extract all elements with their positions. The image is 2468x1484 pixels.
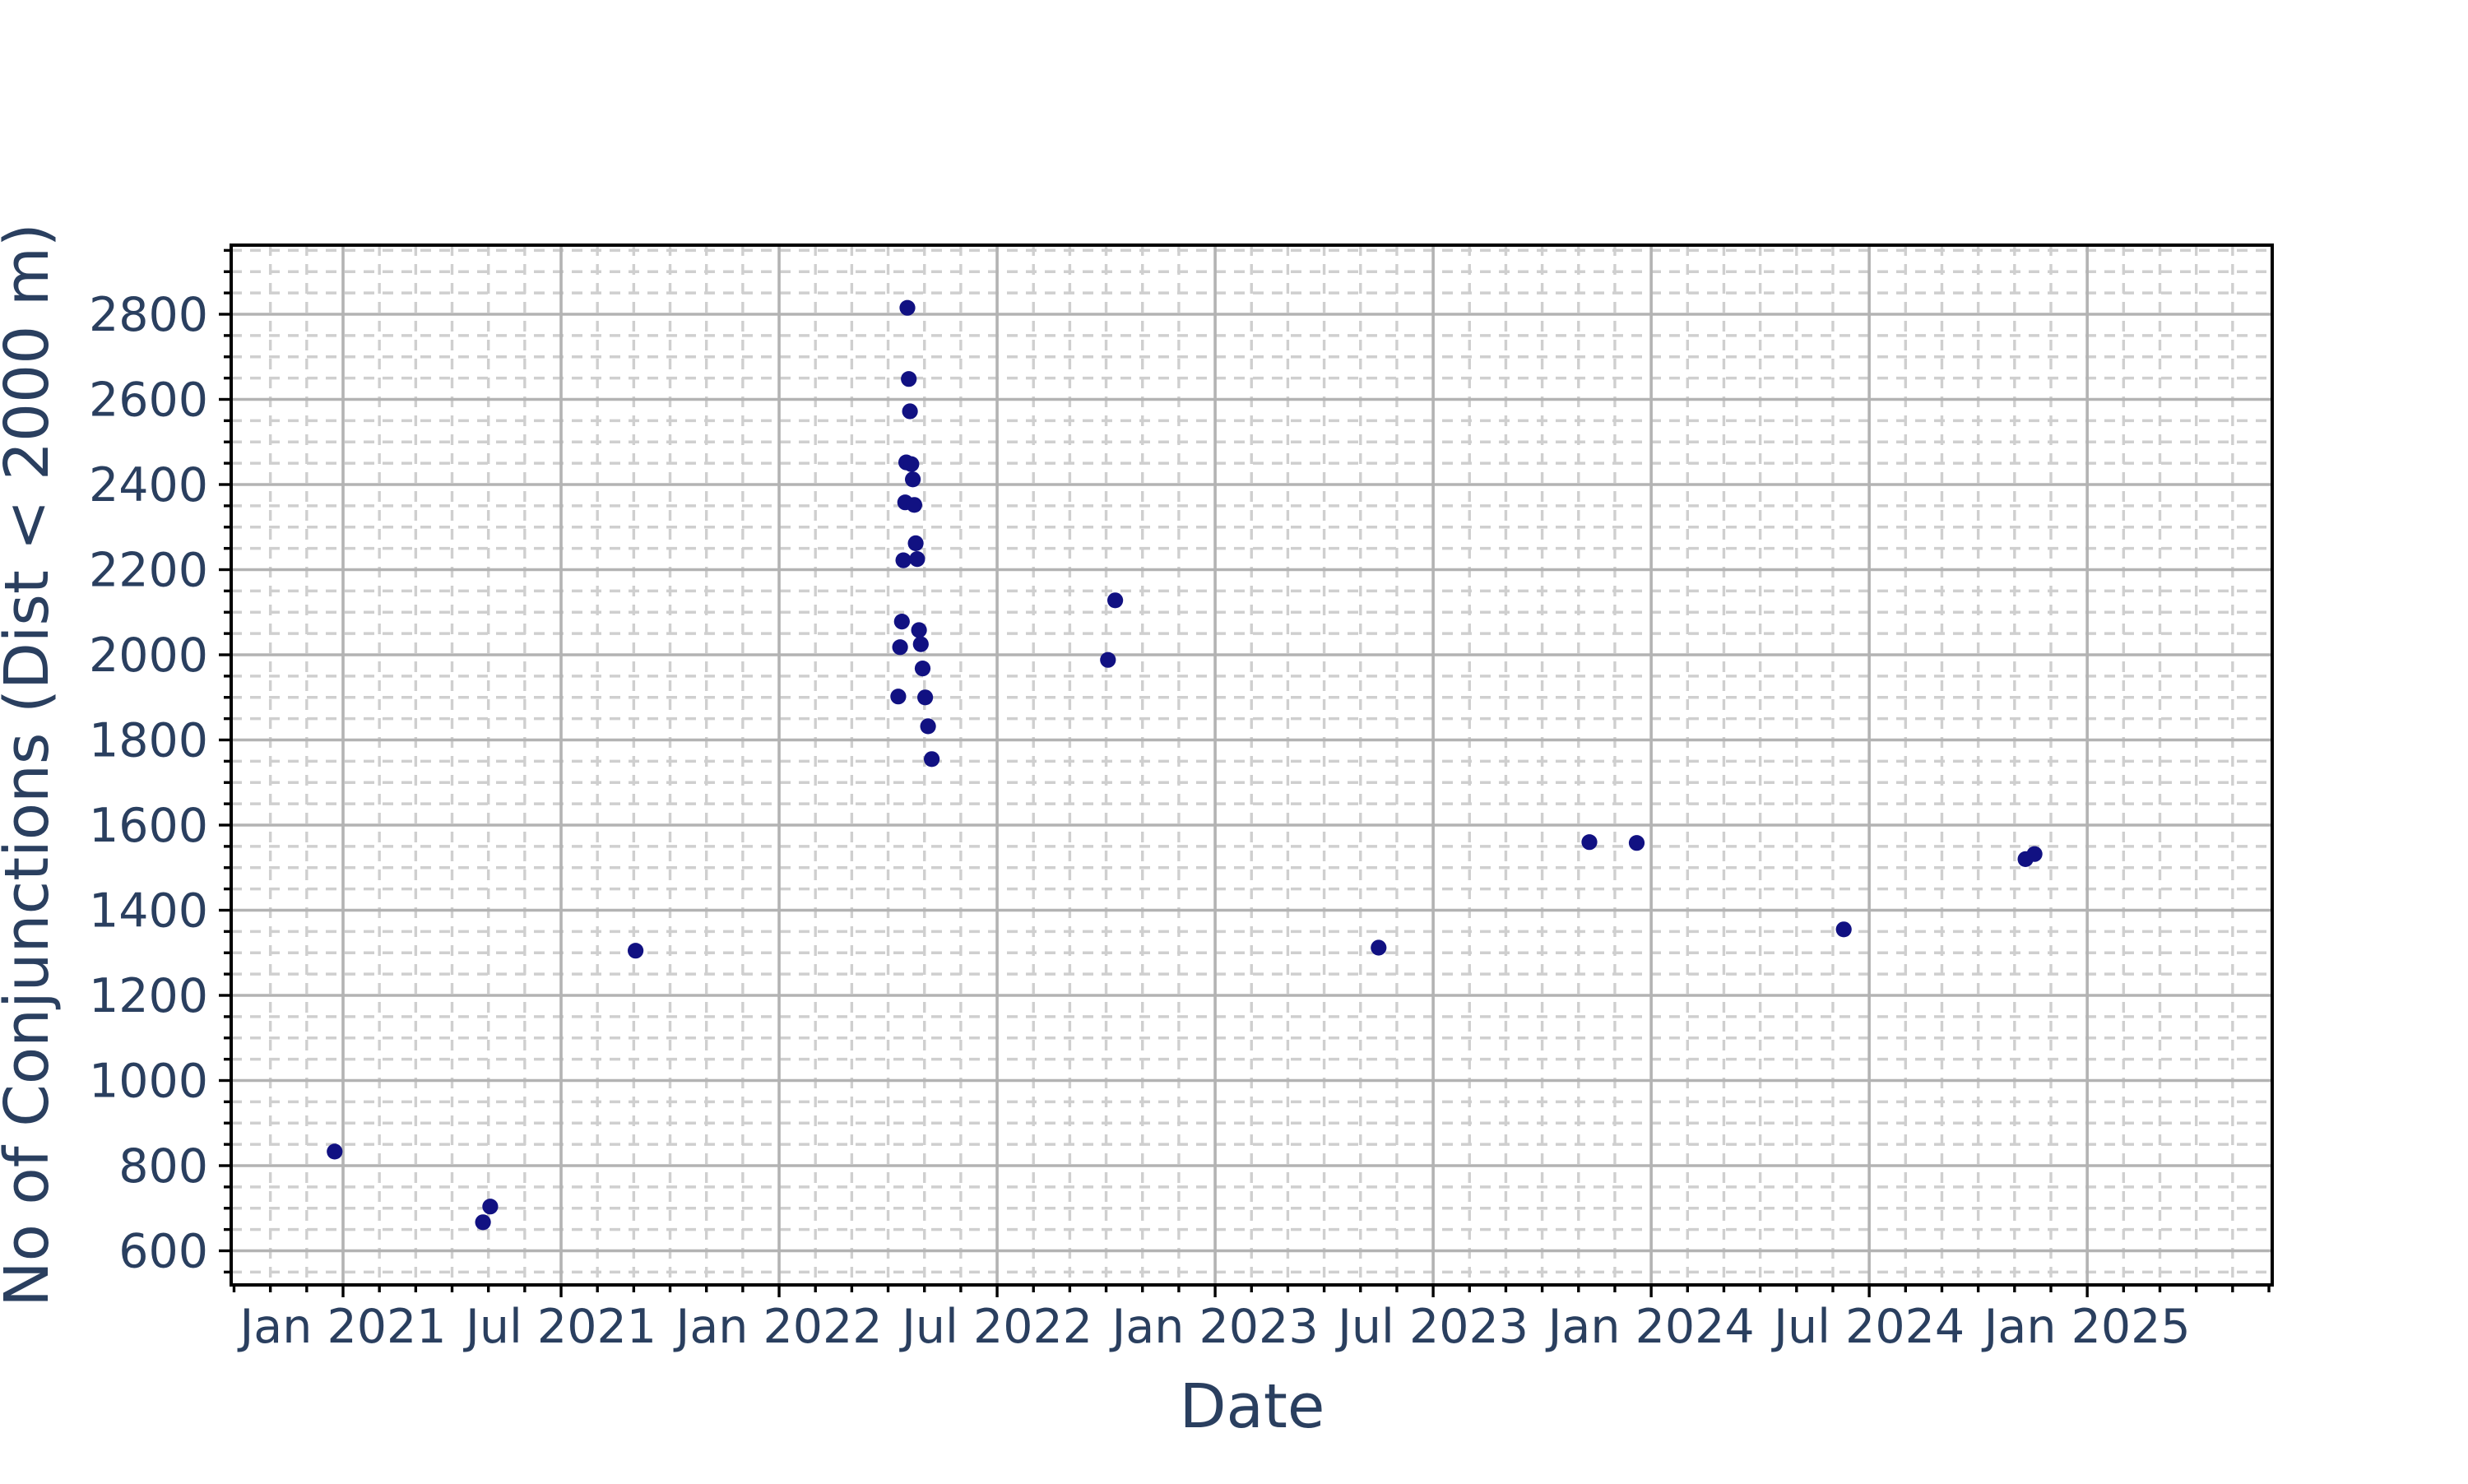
data-point-outlier [924,751,940,768]
y-tick-label: 2200 [89,544,208,598]
y-tick-label: 800 [118,1139,208,1194]
data-point-outlier [902,403,918,420]
data-point-outlier [892,639,908,656]
x-tick-labels: Jan 2021 Jul 2021 Jan 2022 Jul 2022 Jan 2023… [237,1300,2190,1354]
axis-ticks [219,248,2271,1297]
data-point-outlier [901,371,917,387]
data-point-outlier [914,661,931,677]
data-point-outlier [475,1214,491,1231]
major-gridlines [231,245,2272,1285]
data-point-outlier [905,471,921,488]
data-point-outlier [911,622,927,638]
y-tick-label: 1200 [89,969,208,1023]
data-point-outlier [895,552,912,568]
y-tick-label: 1800 [89,714,208,768]
x-tick-label: Jan 2024 [1546,1300,1755,1354]
data-point-outlier [1628,835,1645,851]
minor-gridlines [231,245,2272,1285]
data-point-outlier [628,943,644,959]
plot-border [230,243,2274,1287]
x-tick-label: Jan 2023 [1110,1300,1319,1354]
y-tick-label: 600 [118,1225,208,1279]
x-axis-title: Date [1180,1371,1325,1442]
data-point-outlier [909,551,926,568]
y-tick-label: 2600 [89,373,208,428]
data-point-outlier [482,1199,499,1215]
data-point-outlier [920,718,936,735]
data-point-outlier [912,636,929,652]
scatter-points [327,299,2043,1231]
data-point-outlier [1371,939,1387,956]
y-tick-label: 1000 [89,1055,208,1109]
data-point-outlier [1835,921,1852,938]
x-tick-label: Jul 2024 [1771,1300,1965,1354]
data-point-outlier [906,497,922,513]
x-tick-label: Jan 2022 [674,1300,883,1354]
data-point-outlier [1581,834,1598,851]
y-tick-label: 2000 [89,628,208,683]
data-point-outlier [1100,652,1116,668]
x-tick-label: Jul 2022 [899,1300,1093,1354]
data-point-outlier [899,299,916,316]
data-point-outlier [1107,592,1124,609]
y-tick-label: 1600 [89,799,208,853]
x-tick-label: Jan 2025 [1982,1300,2191,1354]
y-axis-title: No of Conjunctions (Dist < 2000 m) [0,223,63,1307]
data-point-outlier [917,689,934,706]
data-point-outlier [2026,846,2043,862]
data-point-outlier [903,456,920,472]
y-tick-label: 2400 [89,458,208,512]
y-tick-label: 1400 [89,884,208,939]
y-tick-label: 2800 [89,288,208,342]
x-tick-label: Jul 2023 [1335,1300,1529,1354]
data-point-outlier [890,689,907,705]
data-point-outlier [893,614,910,630]
y-tick-labels: 600 800 1000 1200 1400 1600 1800 2000 2200 2400 26… [89,288,208,1279]
x-tick-label: Jul 2021 [463,1300,656,1354]
x-tick-label: Jan 2021 [237,1300,446,1354]
data-point [327,1143,343,1160]
data-point-outlier [907,535,924,552]
